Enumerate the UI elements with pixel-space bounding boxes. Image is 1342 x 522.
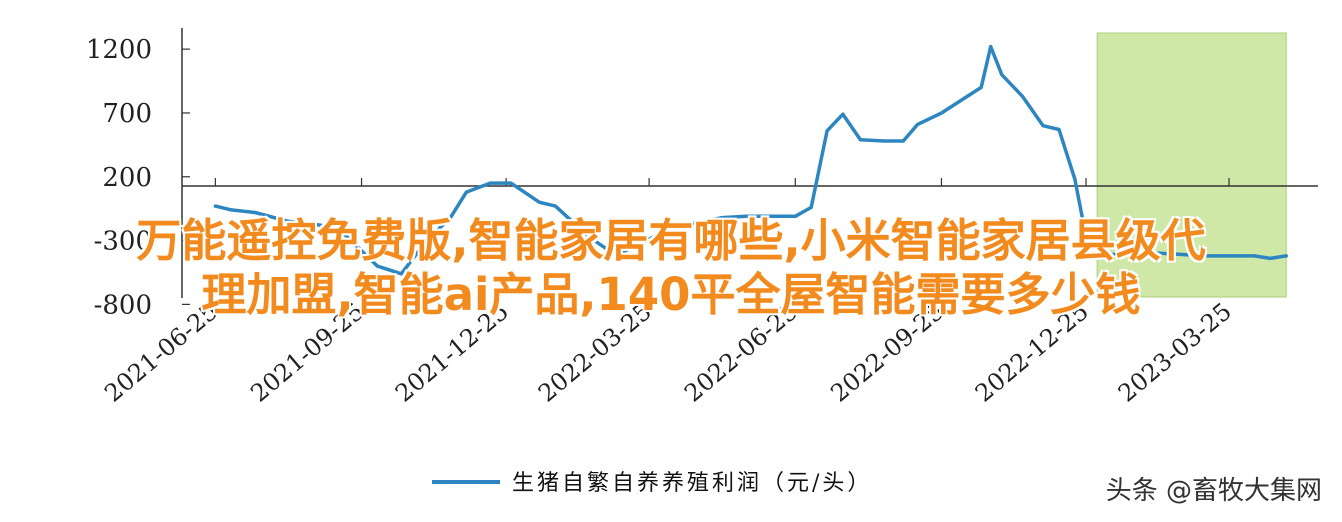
data-point (1159, 251, 1163, 255)
legend: 生猪自繁自养养殖利润（元/头） (432, 471, 872, 496)
data-point (963, 96, 967, 100)
axes (181, 28, 1318, 298)
y-tick-label: -300 (94, 227, 152, 257)
data-point (1227, 254, 1231, 258)
data-point (509, 181, 513, 185)
data-point (1252, 254, 1257, 258)
data-point (286, 219, 291, 224)
data-point (336, 226, 340, 230)
data-point (553, 204, 557, 208)
data-point (1020, 94, 1025, 98)
data-point (647, 237, 651, 241)
data-point (916, 122, 920, 127)
data-point (793, 214, 797, 218)
data-point (607, 249, 611, 253)
data-point (1093, 237, 1098, 241)
y-tick-label: 700 (102, 99, 152, 129)
data-point (1084, 235, 1088, 239)
data-point (1182, 253, 1187, 257)
data-point (213, 204, 217, 208)
data-point (1268, 256, 1272, 261)
data-point (672, 223, 677, 227)
watermark: 头条 @畜牧大集网 (1105, 476, 1322, 506)
data-point (1041, 124, 1045, 128)
data-point (841, 112, 845, 116)
legend-label: 生猪自繁自养养殖利润（元/头） (512, 471, 872, 496)
data-point (858, 138, 863, 142)
y-tick-label: 1200 (86, 35, 152, 65)
data-point (488, 181, 492, 185)
data-point (769, 214, 774, 218)
data-point (464, 190, 468, 194)
data-point (587, 235, 591, 239)
data-point (939, 111, 944, 115)
data-point (448, 216, 453, 220)
data-point (623, 249, 627, 253)
data-point (1000, 73, 1004, 77)
y-axis-ticks: 1200 700 200 -300 -800 (86, 35, 190, 320)
data-point (1109, 253, 1114, 257)
data-point (1284, 254, 1288, 258)
overlay-title-line-2: 理加盟,智能ai产品,140平全屋智能需要多少钱 (201, 268, 1141, 321)
data-point (1203, 254, 1207, 258)
series-layer (213, 44, 1288, 276)
data-point (809, 205, 813, 209)
data-point (882, 139, 886, 143)
data-point (744, 214, 748, 218)
data-point (1133, 250, 1137, 254)
data-point (825, 129, 829, 133)
data-point (1073, 177, 1077, 181)
data-point (351, 241, 356, 245)
data-point (310, 222, 314, 226)
data-point (901, 139, 905, 143)
data-point (375, 264, 380, 268)
data-point (979, 85, 983, 90)
y-tick-label: 200 (102, 163, 152, 193)
data-point (989, 44, 993, 49)
data-point (253, 210, 257, 215)
data-point (425, 238, 429, 243)
overlay-title-line-1: 万能遥控免费版,智能家居有哪些,小米智能家居县级代 (136, 214, 1206, 267)
data-point (537, 200, 542, 204)
data-point (696, 221, 700, 225)
data-point (229, 208, 233, 212)
data-point (399, 272, 403, 276)
data-point (720, 216, 724, 220)
data-point (1057, 127, 1061, 132)
y-tick-label: -800 (94, 290, 152, 320)
